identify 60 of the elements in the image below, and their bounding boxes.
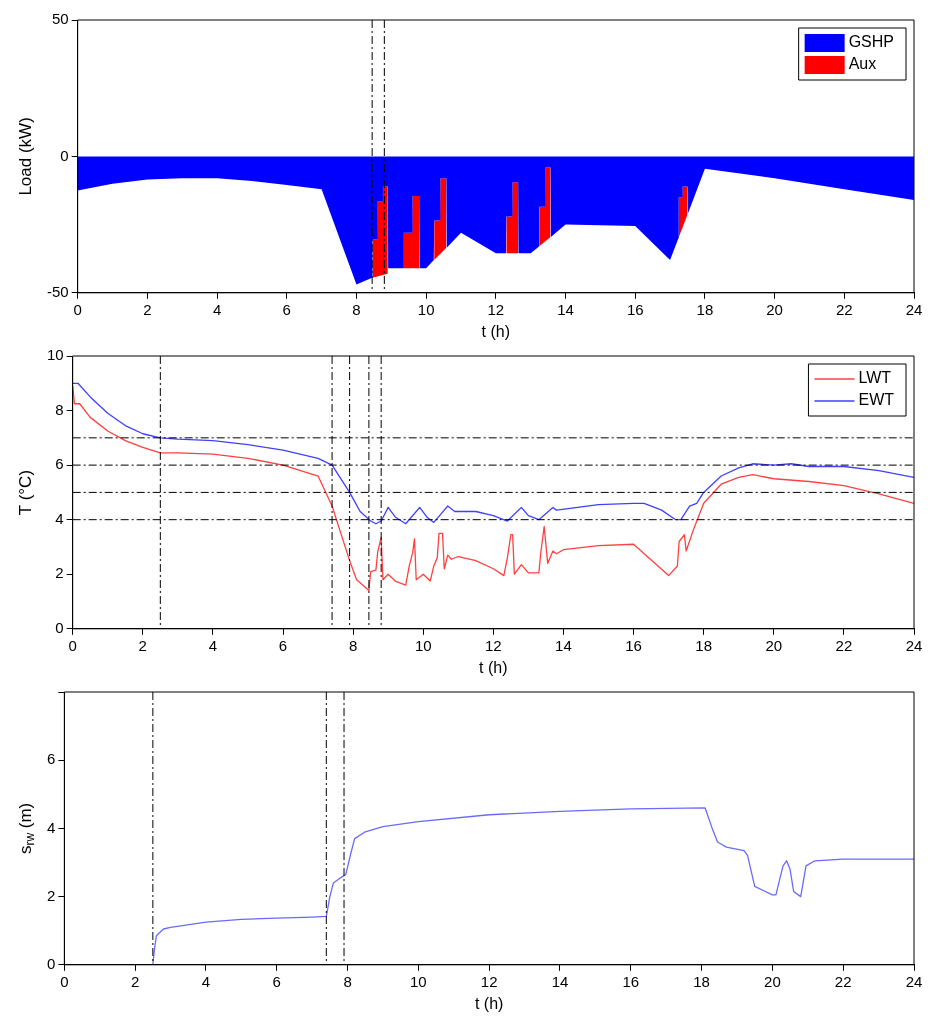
x-tick-label: 16 (626, 300, 644, 318)
y-tick-label: 4 (55, 509, 64, 527)
y-axis-title: srw (m) (15, 802, 38, 855)
y-tick-label: 2 (55, 564, 64, 582)
x-tick-label: 14 (551, 972, 569, 990)
x-tick-label: 12 (487, 300, 505, 318)
x-tick-label: 10 (417, 300, 435, 318)
x-tick-label: 16 (622, 972, 640, 990)
y-tick-label: 6 (55, 455, 64, 473)
x-tick-label: 8 (343, 972, 352, 990)
x-tick-label: 4 (208, 636, 218, 654)
x-tick-label: 20 (766, 300, 783, 318)
x-tick-label: 2 (130, 972, 140, 990)
legend-label: EWT (858, 391, 895, 409)
x-tick-label: 14 (555, 636, 572, 654)
x-tick-label: 24 (905, 300, 923, 318)
y-tick-label: 0 (47, 954, 56, 972)
x-tick-label: 20 (764, 972, 781, 990)
x-tick-label: 10 (414, 636, 432, 654)
x-tick-label: 22 (834, 972, 852, 990)
x-tick-label: 2 (138, 636, 147, 654)
y-tick-label: 0 (55, 618, 64, 636)
x-tick-label: 8 (348, 636, 358, 654)
x-tick-label: 16 (625, 636, 642, 654)
x-tick-label: 2 (143, 300, 152, 318)
x-tick-label: 18 (693, 972, 710, 990)
y-axis-title: Load (kW) (15, 117, 35, 196)
x-tick-label: 18 (696, 300, 714, 318)
x-axis-title: t (h) (479, 658, 508, 676)
x-tick-label: 6 (282, 300, 291, 318)
x-tick-label: 8 (352, 300, 361, 318)
legend-label: LWT (858, 369, 892, 387)
y-axis-title: T (°C) (15, 469, 35, 516)
legend-label: GSHP (848, 33, 894, 51)
x-tick-label: 6 (278, 636, 288, 654)
x-axis-title: t (h) (481, 322, 511, 340)
y-tick-label: 0 (60, 146, 69, 164)
y-tick-label: 6 (47, 750, 56, 768)
x-tick-label: 6 (272, 972, 281, 990)
x-axis-title: t (h) (474, 994, 504, 1012)
x-tick-label: 4 (201, 972, 211, 990)
x-tick-label: 14 (557, 300, 574, 318)
y-tick-label: 2 (47, 886, 56, 904)
y-tick-label: 4 (47, 818, 56, 836)
x-tick-label: 4 (212, 300, 222, 318)
x-tick-label: 10 (410, 972, 427, 990)
x-tick-label: 22 (835, 300, 853, 318)
y-tick-label: -50 (46, 282, 69, 300)
x-tick-label: 24 (905, 636, 923, 654)
y-tick-label: 10 (47, 346, 64, 364)
x-tick-label: 24 (905, 972, 923, 990)
x-tick-label: 12 (480, 972, 498, 990)
x-tick-label: 22 (835, 636, 853, 654)
y-tick-label: 50 (51, 10, 69, 28)
x-tick-label: 12 (485, 636, 502, 654)
x-tick-label: 20 (765, 636, 783, 654)
y-tick-label: 8 (55, 400, 64, 418)
legend-label: Aux (848, 55, 877, 73)
x-tick-label: 18 (695, 636, 713, 654)
x-tick-label: 0 (73, 300, 82, 318)
